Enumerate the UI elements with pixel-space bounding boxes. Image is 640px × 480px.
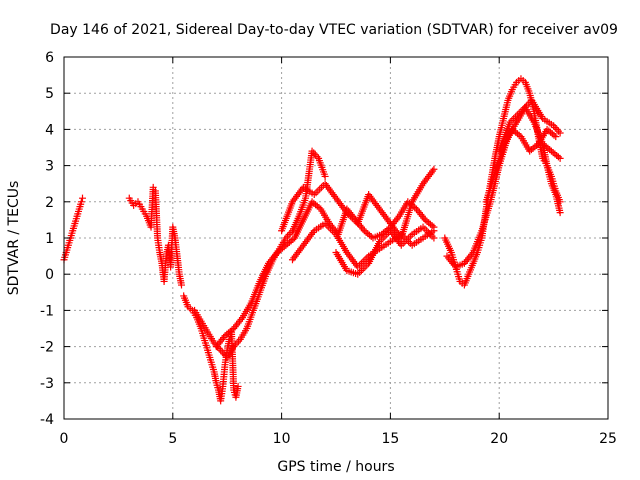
data-point <box>78 194 86 202</box>
series-seg13 <box>539 140 564 217</box>
data-point <box>359 258 367 266</box>
chart-grid <box>64 57 608 419</box>
series-seg8 <box>332 223 438 278</box>
data-point <box>421 225 429 233</box>
x-tick-label: 0 <box>60 431 69 447</box>
y-tick-label: 1 <box>45 231 54 247</box>
x-tick-label: 5 <box>168 431 177 447</box>
data-point <box>178 281 186 289</box>
y-tick-label: 2 <box>45 195 54 211</box>
data-point <box>357 259 365 267</box>
data-point <box>430 165 438 173</box>
data-point <box>361 263 369 271</box>
chart-title: Day 146 of 2021, Sidereal Day-to-day VTE… <box>50 22 618 38</box>
data-point <box>405 234 413 242</box>
y-tick-label: 5 <box>45 86 54 102</box>
series-seg9 <box>441 75 564 289</box>
data-point <box>556 129 564 137</box>
series-seg4 <box>191 147 329 361</box>
data-point <box>399 239 407 247</box>
data-point <box>321 172 329 180</box>
series-seg2 <box>125 183 186 289</box>
y-tick-label: -1 <box>40 303 54 319</box>
y-tick-label: -2 <box>40 340 54 356</box>
data-point <box>551 124 559 132</box>
y-axis-label: SDTVAR / TECUs <box>6 181 22 296</box>
data-point <box>356 261 364 269</box>
x-tick-label: 25 <box>599 431 617 447</box>
data-point <box>327 225 335 233</box>
data-point <box>430 234 438 242</box>
y-tick-label: 3 <box>45 159 54 175</box>
data-point <box>356 268 364 276</box>
series-seg7 <box>288 220 438 271</box>
chart-points <box>60 75 564 405</box>
chart-ticks: 0 5 10 15 20 25 -4 -3 -2 -1 0 1 2 3 4 5 6 <box>40 50 617 447</box>
data-point <box>406 232 414 240</box>
data-point <box>403 236 411 244</box>
data-point <box>556 154 564 162</box>
data-point <box>317 183 325 191</box>
y-tick-label: -3 <box>40 376 54 392</box>
data-point <box>234 382 242 390</box>
y-tick-label: -4 <box>40 412 54 428</box>
data-point <box>285 230 293 238</box>
data-point <box>312 189 320 197</box>
data-point <box>556 209 564 217</box>
data-point <box>552 133 560 141</box>
x-tick-label: 10 <box>273 431 291 447</box>
data-point <box>77 198 85 206</box>
data-point <box>381 232 389 240</box>
series-seg5 <box>212 198 438 351</box>
y-tick-label: 0 <box>45 267 54 283</box>
x-axis-label: GPS time / hours <box>277 459 394 475</box>
data-point <box>430 227 438 235</box>
y-tick-label: 4 <box>45 122 54 138</box>
x-tick-label: 15 <box>381 431 399 447</box>
x-tick-label: 20 <box>490 431 508 447</box>
y-tick-label: 6 <box>45 50 54 66</box>
data-point <box>359 265 367 273</box>
data-point <box>149 183 157 191</box>
series-seg12 <box>495 96 564 155</box>
data-point <box>316 185 324 193</box>
data-point <box>311 151 319 159</box>
